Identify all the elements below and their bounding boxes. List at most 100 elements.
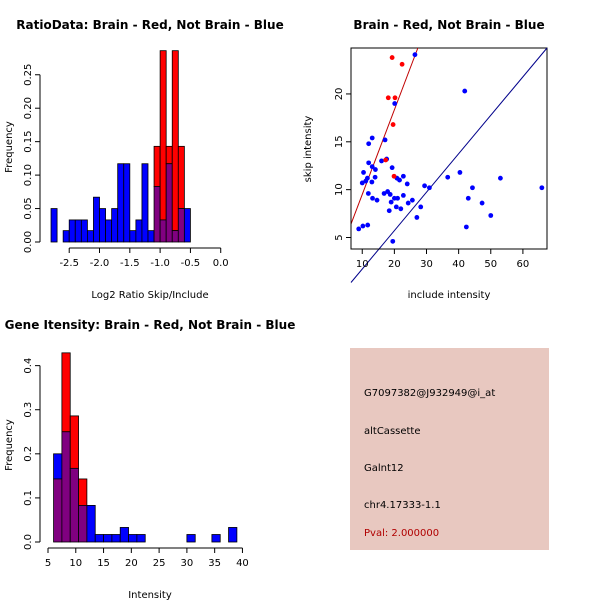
genomic-location: chr4.17333-1.1	[364, 500, 441, 511]
intensity-bar-blue	[119, 527, 129, 543]
scatter-point-blue	[539, 185, 545, 191]
ratio-x-tick-label: -1.5	[120, 258, 140, 269]
ratio-histogram-ylabel: Frequency	[4, 121, 15, 173]
scatter-point-blue	[365, 222, 371, 228]
intensity-bar-overlap	[78, 505, 88, 543]
scatter-point-red	[385, 95, 391, 101]
scatter-point-blue	[393, 204, 399, 210]
scatter-x-tick-label: 40	[452, 259, 465, 270]
scatter-point-blue	[498, 175, 503, 181]
intensity-histogram-y-axis: 0.0 0.1 0.2 0.3 0.4	[23, 358, 41, 550]
scatter-x-tick-label: 30	[420, 259, 433, 270]
ratio-histogram-y-axis: 0.00 0.05 0.10 0.15 0.20 0.25	[23, 64, 41, 253]
scatter-point-blue	[404, 181, 410, 187]
scatter-points	[356, 52, 545, 244]
scatter-point-blue	[463, 224, 469, 230]
scatter-point-blue	[395, 195, 400, 201]
scatter-point-blue	[445, 174, 451, 180]
ratio-histogram-bars	[50, 50, 191, 243]
scatter-point-blue	[370, 195, 375, 201]
scatter-point-blue	[462, 88, 468, 94]
scatter-point-red	[390, 122, 396, 127]
ratio-y-tick-label: 0.00	[23, 231, 34, 253]
scatter-point-blue	[422, 183, 427, 189]
scatter-fit-line	[350, 47, 419, 225]
scatter-point-blue	[414, 215, 420, 220]
ratio-bar-red	[165, 145, 173, 165]
ratio-bar-blue	[117, 163, 125, 243]
scatter-point-blue	[397, 177, 402, 183]
scatter-point-blue	[470, 185, 475, 191]
scatter-point-blue	[373, 167, 378, 172]
scatter-ylabel: skip intensity	[303, 116, 314, 183]
ratio-y-tick-label: 0.05	[23, 197, 34, 219]
ratio-bar-red	[171, 50, 179, 232]
ratio-y-tick-label: 0.10	[23, 164, 34, 186]
ratio-bar-blue	[86, 230, 94, 243]
scatter-point-red	[399, 61, 405, 67]
scatter-point-blue	[369, 179, 375, 185]
ratio-bar-blue	[105, 219, 113, 243]
intensity-bar-blue	[103, 534, 113, 543]
ratio-bar-overlap	[177, 208, 185, 243]
scatter-point-blue	[382, 137, 388, 143]
intensity-bar-blue	[111, 534, 121, 543]
intensity-bar-red	[61, 352, 71, 433]
scatter-point-blue	[418, 204, 424, 210]
intensity-histogram-title: Gene Itensity: Brain - Red, Not Brain - …	[5, 318, 296, 332]
ratio-bar-blue	[80, 219, 88, 243]
event-type: altCassette	[364, 426, 421, 437]
intensity-histogram-panel: Gene Itensity: Brain - Red, Not Brain - …	[4, 318, 295, 600]
scatter-point-blue	[388, 199, 394, 205]
scatter-point-blue	[400, 173, 406, 179]
gene-name: Galnt12	[364, 463, 404, 474]
scatter-xlabel: include intensity	[408, 290, 491, 301]
intensity-bar-overlap	[53, 478, 63, 543]
ratio-bar-blue	[111, 208, 119, 243]
intensity-bar-blue	[186, 534, 196, 543]
scatter-point-blue	[372, 174, 378, 180]
info-panel: G7097382@J932949@i_at altCassette Galnt1…	[350, 348, 549, 550]
scatter-fit-lines	[350, 47, 548, 283]
intensity-x-tick-label: 10	[69, 558, 82, 569]
intensity-x-tick-label: 20	[125, 558, 138, 569]
intensity-x-tick-label: 30	[181, 558, 194, 569]
intensity-bar-red	[78, 478, 88, 506]
ratio-bar-overlap	[165, 163, 173, 243]
scatter-point-blue	[379, 158, 384, 164]
scatter-point-red	[389, 55, 395, 60]
scatter-point-blue	[427, 185, 432, 191]
ratio-histogram-x-axis: -2.5 -2.0 -1.5 -1.0 -0.5 0.0	[59, 247, 229, 269]
ratio-histogram-panel: RatioData: Brain - Red, Not Brain - Blue…	[4, 18, 284, 301]
p-value: Pval: 2.000000	[364, 528, 439, 539]
scatter-point-blue	[389, 165, 395, 171]
scatter-x-tick-label: 60	[517, 259, 530, 270]
scatter-point-blue	[381, 191, 387, 196]
scatter-x-axis: 10 20 30 40 50 60	[356, 248, 530, 270]
intensity-bar-overlap	[69, 467, 79, 543]
ratio-bar-red	[159, 50, 167, 221]
ratio-x-tick-label: -2.5	[59, 258, 79, 269]
scatter-point-blue	[365, 191, 371, 196]
scatter-point-blue	[390, 238, 396, 244]
ratio-y-tick-label: 0.15	[23, 131, 34, 153]
scatter-y-tick-label: 20	[334, 88, 345, 101]
scatter-point-blue	[366, 160, 372, 166]
scatter-point-blue	[360, 223, 366, 229]
intensity-histogram-ylabel: Frequency	[4, 419, 15, 471]
scatter-point-blue	[465, 195, 471, 201]
scatter-point-blue	[374, 197, 380, 203]
ratio-x-tick-label: -1.0	[150, 258, 170, 269]
ratio-bar-blue	[147, 230, 155, 243]
ratio-bar-overlap	[159, 219, 167, 243]
scatter-point-blue	[359, 180, 365, 186]
ratio-bar-blue	[129, 230, 137, 243]
scatter-y-tick-label: 5	[334, 234, 345, 240]
ratio-y-tick-label: 0.25	[23, 64, 34, 86]
ratio-bar-blue	[123, 163, 131, 243]
ratio-bar-blue	[50, 208, 58, 243]
ratio-bar-blue	[99, 208, 106, 243]
scatter-title: Brain - Red, Not Brain - Blue	[353, 18, 544, 32]
ratio-bar-blue	[183, 208, 191, 243]
